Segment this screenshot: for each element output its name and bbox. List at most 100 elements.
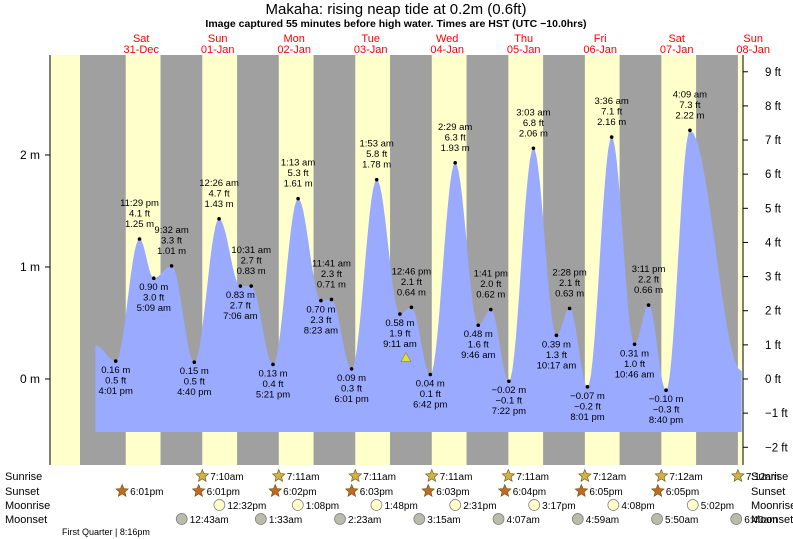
tide-extreme-point [646, 303, 651, 307]
y-tick-label-ft: 6 ft [765, 169, 782, 181]
y-tick-label-ft: −2 ft [765, 442, 789, 454]
tide-label: 9:32 am [154, 225, 188, 236]
tide-label: 3:03 am [516, 107, 550, 118]
sunset-icon [650, 483, 665, 497]
sunset-icon [115, 483, 130, 497]
day-name: Tue [361, 33, 380, 45]
moonrise-icon [370, 499, 383, 511]
moonset-icon [651, 513, 663, 525]
sunset-time: 6:03pm [436, 487, 469, 498]
moonrise-time: 4:08pm [621, 501, 654, 512]
tide-label: 1.43 m [205, 199, 234, 210]
moonrise-icon [528, 499, 541, 511]
day-date: 31-Dec [123, 44, 159, 56]
tide-label: 0.62 m [476, 290, 505, 301]
y-tick-label-ft: 8 ft [765, 101, 782, 113]
sunrise-time: 7:11am [440, 472, 473, 483]
tide-extreme-point [398, 312, 402, 316]
day-date: 06-Jan [583, 44, 617, 56]
tide-extreme-point [489, 307, 493, 312]
tide-label: 2.1 ft [401, 277, 422, 288]
tide-label: 0.3 ft [341, 383, 362, 394]
tide-label: 0.48 m [464, 329, 493, 340]
tide-label: 0.58 m [385, 318, 414, 329]
tide-label: 1.9 ft [389, 329, 410, 340]
tide-label: 1.93 m [441, 143, 470, 154]
tide-label: 2:29 am [438, 122, 472, 133]
moonset-icon [334, 513, 346, 525]
tide-extreme-point [531, 146, 536, 151]
moonrise-time: 1:48pm [384, 501, 417, 512]
day-name: Wed [436, 33, 458, 45]
tide-label: 0.64 m [397, 287, 426, 298]
tide-label: 2.3 ft [321, 269, 342, 280]
day-name: Thu [514, 33, 533, 45]
sunset-icon [344, 483, 359, 497]
tide-extreme-point [428, 372, 433, 377]
moonset-time: 6:40am [744, 515, 777, 526]
moonrise-icon [291, 499, 304, 511]
sunset-icon [268, 483, 283, 497]
y-tick-label-ft: 4 ft [765, 237, 782, 249]
tide-extreme-point [585, 385, 590, 389]
row-label-left: Moonset [5, 514, 47, 526]
tide-extreme-point [349, 367, 354, 371]
tide-label: 3.3 ft [161, 235, 182, 246]
tide-label: 1:41 pm [474, 269, 508, 280]
tide-label: 0.15 m [180, 366, 209, 377]
tide-label: 1.61 m [284, 179, 313, 190]
tide-extreme-point [632, 342, 637, 347]
tide-extreme-point [113, 359, 118, 363]
sunrise-time: 7:12am [746, 472, 779, 483]
day-date: 03-Jan [354, 44, 388, 56]
tide-extreme-point [137, 237, 142, 241]
tide-label: 8:40 pm [649, 415, 683, 426]
tide-label: 0.5 ft [184, 377, 205, 388]
tide-label: 12:46 pm [392, 266, 432, 277]
tide-extreme-point [453, 161, 457, 165]
moon-phase-label: First Quarter | 8:16pm [62, 527, 150, 537]
sunrise-icon [271, 468, 286, 482]
y-tick-label-ft: 2 ft [765, 306, 782, 318]
tide-label: 1.3 ft [546, 350, 567, 361]
tide-label: 2.22 m [675, 110, 704, 121]
sunrise-time: 7:10am [210, 472, 243, 483]
tide-label: −0.2 ft [574, 401, 601, 412]
moonset-time: 12:43am [190, 515, 229, 526]
y-tick-label-m: 2 m [20, 148, 40, 162]
tide-extreme-point [319, 298, 323, 303]
row-label-right: Moonrise [751, 500, 793, 512]
moonrise-icon [607, 499, 620, 511]
tide-label: 0.4 ft [262, 379, 283, 390]
tide-label: 9:46 am [461, 350, 495, 361]
tide-label: 2.7 ft [241, 256, 262, 267]
tide-label: 2.06 m [519, 128, 548, 139]
tide-label: 11:41 am [312, 258, 351, 269]
sunset-icon [497, 483, 512, 497]
tide-label: 7:06 am [223, 311, 257, 322]
tide-label: 2.16 m [597, 117, 626, 128]
moonset-icon [492, 513, 505, 525]
sunset-time: 6:04pm [513, 487, 546, 498]
tide-label: 7.3 ft [679, 100, 700, 111]
moonset-icon [254, 513, 267, 525]
tide-label: 0.63 m [555, 288, 584, 299]
tide-extreme-point [217, 217, 221, 221]
tide-label: 7:22 pm [492, 406, 526, 417]
tide-label: 8:01 pm [570, 412, 604, 423]
tide-label: 1.0 ft [624, 359, 645, 370]
sunset-icon [421, 483, 436, 497]
y-tick-label-ft: 9 ft [765, 67, 782, 79]
tide-label: 6:01 pm [334, 394, 368, 405]
day-date: 01-Jan [201, 44, 235, 56]
y-tick-label-ft: 5 ft [765, 203, 782, 215]
day-date: 07-Jan [660, 44, 694, 56]
tide-extreme-point [554, 333, 559, 338]
sunset-time: 6:05pm [666, 487, 699, 498]
sunrise-time: 7:11am [363, 472, 396, 483]
sunset-icon [574, 483, 589, 497]
day-name: Fri [594, 33, 607, 45]
moonrise-time: 1:08pm [306, 501, 339, 512]
